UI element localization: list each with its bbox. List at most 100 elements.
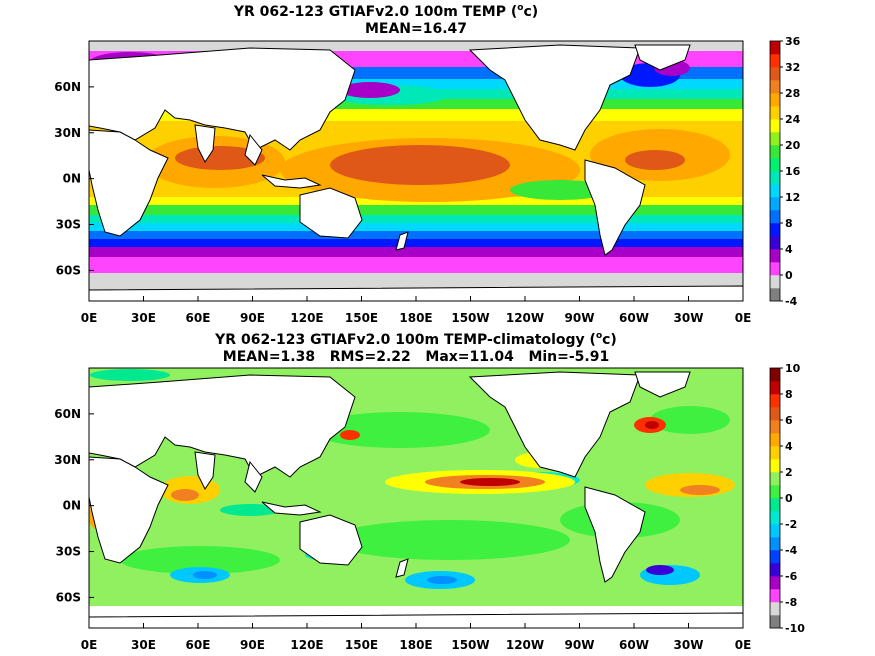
colorbar-swatch — [770, 394, 780, 408]
colorbar-tick-label: -6 — [785, 570, 798, 583]
colorbar-swatch — [770, 210, 780, 224]
colorbar-tick-label: 4 — [785, 243, 793, 256]
x-tick-label: 90W — [565, 638, 595, 652]
colorbar-tick-label: -8 — [785, 596, 797, 609]
x-tick-label: 90E — [240, 638, 265, 652]
colorbar-swatch — [770, 145, 780, 159]
colorbar-swatch — [770, 615, 780, 629]
x-tick-label: 120W — [506, 311, 544, 325]
x-tick-label: 120W — [506, 638, 544, 652]
p2-land-india — [194, 451, 216, 490]
x-tick-label: 30E — [131, 638, 156, 652]
x-tick-label: 60E — [186, 638, 211, 652]
colorbar-swatch — [770, 171, 780, 185]
colorbar-tick-label: 6 — [785, 414, 793, 427]
x-tick-label: 30W — [674, 311, 704, 325]
x-tick-label: 180E — [399, 311, 432, 325]
panel-1-subtitle: MEAN=16.47 — [365, 21, 467, 37]
p1-land-greenland — [634, 44, 691, 71]
colorbar-swatch — [770, 80, 780, 94]
x-tick-label: 150W — [451, 311, 489, 325]
x-tick-label: 150E — [345, 638, 378, 652]
colorbar-swatch — [770, 602, 780, 616]
p1-warm-pool-core — [330, 145, 510, 185]
colorbar-swatch — [770, 524, 780, 538]
x-tick-label: 180E — [399, 638, 432, 652]
x-tick-label: 60W — [619, 311, 649, 325]
y-tick-label: 30N — [54, 453, 81, 467]
p2-cold-south-atl-core — [646, 565, 674, 575]
x-tick-label: 0E — [735, 311, 752, 325]
panel-1-land — [89, 44, 743, 301]
panel-2-yaxis: 60N 30N 0N 30S 60S — [54, 407, 94, 604]
colorbar-swatch — [770, 184, 780, 198]
y-tick-label: 60S — [56, 263, 81, 277]
x-tick-label: 150W — [451, 638, 489, 652]
colorbar-swatch — [770, 54, 780, 68]
colorbar-tick-label: 0 — [785, 492, 793, 505]
x-tick-label: 90E — [240, 311, 265, 325]
panel-2-subtitle: MEAN=1.38 RMS=2.22 Max=11.04 Min=-5.91 — [223, 349, 609, 365]
x-tick-label: 150E — [345, 311, 378, 325]
p1-land-australia — [299, 187, 363, 239]
colorbar-tick-label: -4 — [785, 295, 798, 308]
colorbar-swatch — [770, 511, 780, 525]
p1-band-midblue — [89, 230, 743, 239]
colorbar-tick-label: 0 — [785, 269, 793, 282]
colorbar-tick-label: 10 — [785, 362, 801, 375]
x-tick-label: 0E — [81, 311, 98, 325]
colorbar-tick-label: 8 — [785, 217, 793, 230]
x-tick-label: 120E — [290, 311, 323, 325]
panel-2-title: YR 062-123 GTIAFv2.0 100m TEMP-climatolo… — [214, 331, 617, 348]
colorbar-swatch — [770, 472, 780, 486]
p1-band-arctic-ice — [89, 41, 743, 51]
colorbar-swatch — [770, 459, 780, 473]
colorbar-swatch — [770, 249, 780, 263]
colorbar-swatch — [770, 589, 780, 603]
p2-land-indonesia — [261, 501, 322, 516]
p2-warm-kuroshio — [340, 430, 360, 440]
colorbar-swatch — [770, 106, 780, 120]
p1-band-blue — [89, 238, 743, 247]
p2-land-seasia — [244, 460, 263, 493]
colorbar-swatch — [770, 420, 780, 434]
p1-band-green-s — [89, 204, 743, 215]
y-tick-label: 60N — [54, 80, 81, 94]
colorbar-swatch — [770, 550, 780, 564]
colorbar-swatch — [770, 381, 780, 395]
colorbar-swatch — [770, 236, 780, 250]
p1-band-purple — [89, 246, 743, 257]
x-tick-label: 0E — [735, 638, 752, 652]
p2-cold-indian-core — [193, 571, 217, 579]
p1-band-teal — [89, 214, 743, 223]
p2-land-north-america — [468, 371, 641, 478]
colorbar-swatch — [770, 368, 780, 382]
p1-purple-ne — [340, 82, 400, 98]
panel-1-colorbar: 36 32 28 24 20 16 12 8 4 0 -4 — [769, 35, 801, 308]
panel-1-xaxis: 0E 30E 60E 90E 120E 150E 180E 150W 120W 90W 60W 30W… — [81, 296, 752, 325]
colorbar-tick-label: -2 — [785, 518, 797, 531]
p2-warm-gulfstream-core — [645, 421, 659, 429]
colorbar-swatch — [770, 119, 780, 133]
p1-warm-atlantic-core — [625, 150, 685, 170]
colorbar-swatch — [770, 288, 780, 302]
y-tick-label: 30S — [56, 545, 81, 559]
p1-land-nz — [395, 231, 409, 251]
p2-land-australia — [299, 514, 363, 566]
x-tick-label: 60E — [186, 311, 211, 325]
colorbar-tick-label: 4 — [785, 440, 793, 453]
colorbar-tick-label: 36 — [785, 35, 801, 48]
y-tick-label: 0N — [63, 172, 81, 186]
p2-warm-arctic — [90, 369, 170, 381]
colorbar-swatch — [770, 132, 780, 146]
y-tick-label: 60S — [56, 590, 81, 604]
colorbar-swatch — [770, 223, 780, 237]
colorbar-tick-label: 8 — [785, 388, 793, 401]
colorbar-swatch — [770, 485, 780, 499]
colorbar-tick-label: 16 — [785, 165, 801, 178]
p1-band-cyan-n — [89, 78, 743, 89]
y-tick-label: 60N — [54, 407, 81, 421]
p1-cold-tongue-pacific — [510, 180, 610, 200]
x-tick-label: 60W — [619, 638, 649, 652]
